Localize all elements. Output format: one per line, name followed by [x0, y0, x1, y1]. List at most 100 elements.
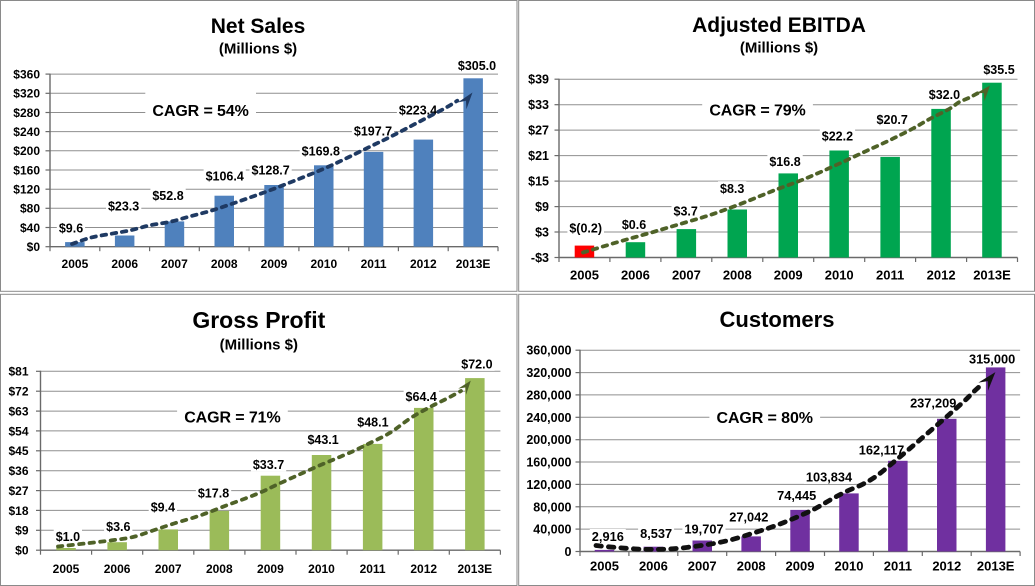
svg-text:$27: $27 — [8, 484, 28, 498]
svg-text:2013E: 2013E — [456, 257, 491, 271]
svg-text:$200: $200 — [13, 144, 40, 158]
svg-text:103,834: 103,834 — [806, 470, 853, 485]
svg-text:120,000: 120,000 — [526, 478, 571, 492]
svg-text:2012: 2012 — [410, 562, 437, 576]
svg-text:$305.0: $305.0 — [458, 59, 496, 73]
svg-text:Adjusted EBITDA: Adjusted EBITDA — [692, 14, 866, 37]
svg-text:$54: $54 — [8, 424, 28, 438]
svg-text:2008: 2008 — [737, 559, 766, 574]
svg-text:CAGR = 79%: CAGR = 79% — [709, 103, 805, 120]
svg-text:$9.6: $9.6 — [59, 221, 83, 235]
svg-text:$16.8: $16.8 — [769, 155, 800, 169]
svg-text:$0.6: $0.6 — [622, 218, 646, 232]
svg-text:$63: $63 — [8, 404, 28, 418]
svg-text:Gross Profit: Gross Profit — [192, 307, 325, 333]
svg-text:320,000: 320,000 — [526, 366, 571, 380]
svg-text:2,916: 2,916 — [592, 529, 624, 544]
svg-text:$45: $45 — [8, 444, 28, 458]
svg-text:2012: 2012 — [932, 559, 961, 574]
svg-text:$23.3: $23.3 — [108, 200, 139, 214]
svg-text:2010: 2010 — [825, 268, 854, 283]
svg-text:$3.6: $3.6 — [106, 520, 130, 534]
svg-text:$20.7: $20.7 — [877, 113, 908, 127]
svg-text:$32.0: $32.0 — [929, 88, 960, 102]
svg-text:2013E: 2013E — [977, 559, 1015, 574]
svg-text:2007: 2007 — [688, 559, 717, 574]
svg-text:2008: 2008 — [723, 268, 752, 283]
svg-text:(Millions $): (Millions $) — [740, 40, 818, 57]
svg-text:CAGR = 71%: CAGR = 71% — [184, 410, 280, 427]
svg-text:2005: 2005 — [590, 559, 619, 574]
svg-text:2007: 2007 — [672, 268, 701, 283]
svg-text:$120: $120 — [13, 183, 40, 197]
svg-text:$3.7: $3.7 — [674, 205, 698, 219]
svg-text:200,000: 200,000 — [526, 433, 571, 447]
svg-text:2006: 2006 — [621, 268, 650, 283]
svg-text:2012: 2012 — [927, 268, 956, 283]
svg-text:2010: 2010 — [308, 562, 335, 576]
svg-text:$39: $39 — [528, 73, 549, 87]
svg-text:2010: 2010 — [835, 559, 864, 574]
svg-text:280,000: 280,000 — [526, 388, 571, 402]
svg-text:$80: $80 — [20, 202, 40, 216]
svg-text:315,000: 315,000 — [969, 351, 1015, 366]
svg-text:2011: 2011 — [876, 268, 904, 283]
svg-text:2009: 2009 — [786, 559, 815, 574]
svg-text:2009: 2009 — [257, 562, 284, 576]
svg-text:$0: $0 — [27, 240, 41, 254]
svg-text:40,000: 40,000 — [533, 523, 571, 537]
svg-text:2011: 2011 — [361, 257, 387, 271]
svg-text:$22.2: $22.2 — [822, 129, 853, 143]
svg-text:2012: 2012 — [410, 257, 437, 271]
svg-text:2005: 2005 — [53, 562, 80, 576]
svg-text:CAGR = 54%: CAGR = 54% — [152, 103, 248, 120]
svg-text:$40: $40 — [20, 221, 40, 235]
svg-text:160,000: 160,000 — [526, 456, 571, 470]
svg-text:0: 0 — [565, 545, 572, 559]
svg-text:$27: $27 — [528, 124, 549, 138]
svg-text:19,707: 19,707 — [684, 521, 723, 536]
svg-text:$36: $36 — [8, 464, 28, 478]
svg-text:$48.1: $48.1 — [357, 415, 388, 429]
svg-text:2013E: 2013E — [973, 268, 1011, 283]
svg-text:$320: $320 — [13, 87, 40, 101]
svg-text:$8.3: $8.3 — [720, 182, 744, 196]
svg-text:2013E: 2013E — [457, 562, 492, 576]
svg-text:2006: 2006 — [104, 562, 131, 576]
svg-text:$9.4: $9.4 — [151, 500, 175, 514]
svg-text:2010: 2010 — [310, 257, 337, 271]
svg-text:2008: 2008 — [211, 257, 238, 271]
svg-text:2009: 2009 — [774, 268, 803, 283]
svg-text:2006: 2006 — [111, 257, 138, 271]
svg-text:$9: $9 — [15, 524, 29, 538]
svg-text:2006: 2006 — [639, 559, 668, 574]
svg-text:$197.7: $197.7 — [354, 125, 392, 139]
svg-text:$(0.2): $(0.2) — [569, 222, 602, 236]
svg-text:2005: 2005 — [62, 257, 89, 271]
svg-text:$3: $3 — [535, 226, 549, 240]
svg-text:8,537: 8,537 — [640, 526, 672, 541]
svg-text:$360: $360 — [13, 67, 40, 81]
svg-text:CAGR = 80%: CAGR = 80% — [717, 410, 813, 427]
svg-text:240,000: 240,000 — [526, 411, 571, 425]
svg-text:80,000: 80,000 — [533, 500, 571, 514]
svg-text:237,209: 237,209 — [910, 396, 956, 411]
svg-text:$35.5: $35.5 — [983, 63, 1014, 77]
svg-text:$9: $9 — [535, 200, 549, 214]
svg-text:Net Sales: Net Sales — [211, 15, 306, 38]
svg-text:$33: $33 — [528, 98, 549, 112]
svg-text:Customers: Customers — [720, 307, 835, 332]
svg-text:$81: $81 — [8, 365, 28, 379]
svg-text:-$3: -$3 — [531, 251, 549, 265]
svg-text:$169.8: $169.8 — [302, 145, 340, 159]
svg-text:2008: 2008 — [206, 562, 233, 576]
svg-text:2005: 2005 — [570, 268, 599, 283]
svg-text:$18: $18 — [8, 504, 28, 518]
svg-text:162,117: 162,117 — [859, 442, 905, 457]
svg-text:$223.4: $223.4 — [399, 104, 437, 118]
svg-text:$52.8: $52.8 — [152, 189, 183, 203]
svg-text:$33.7: $33.7 — [253, 458, 284, 472]
svg-text:(Millions $): (Millions $) — [220, 337, 298, 354]
svg-text:$15: $15 — [528, 175, 549, 189]
svg-text:$106.4: $106.4 — [206, 169, 244, 183]
